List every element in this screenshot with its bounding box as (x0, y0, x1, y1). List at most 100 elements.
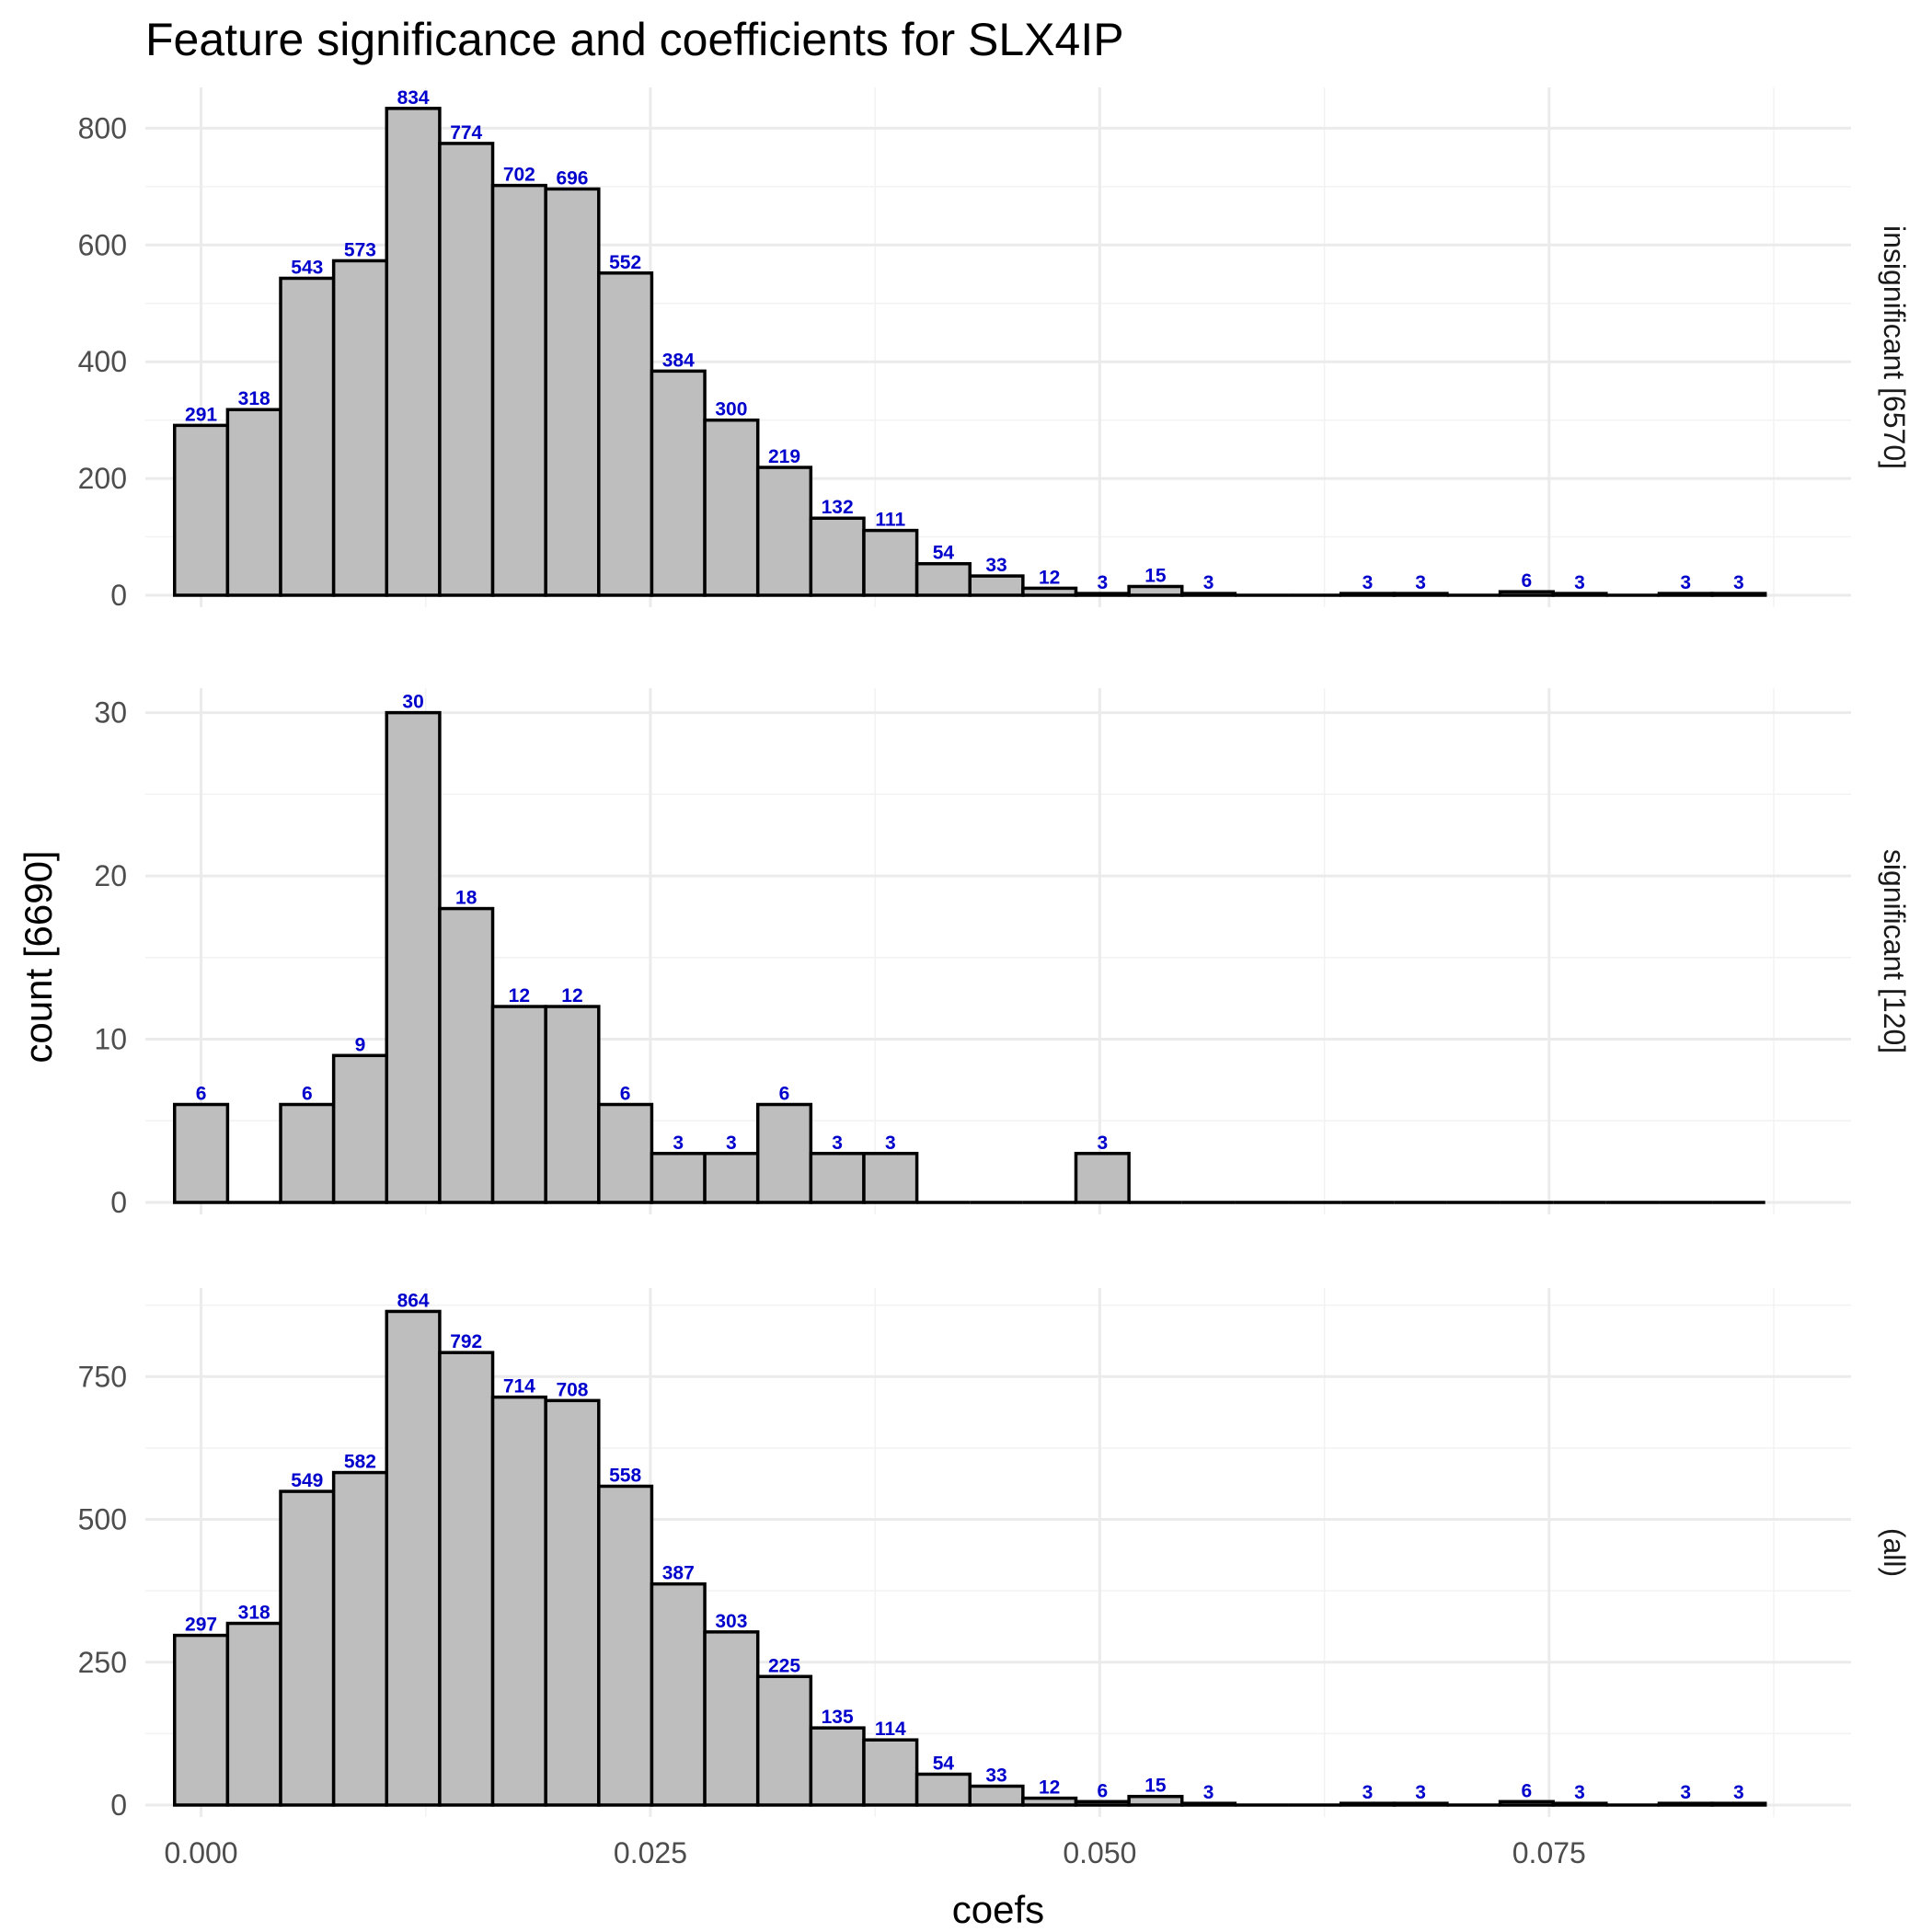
histogram-bar (438, 1351, 495, 1807)
y-tick-label: 600 (78, 228, 127, 261)
bar-count-label: 6 (1097, 1780, 1108, 1801)
x-tick-label: 0.000 (165, 1836, 238, 1869)
bar-count-label: 552 (609, 252, 641, 273)
bar-count-label: 3 (1363, 1782, 1374, 1803)
y-tick-label: 200 (78, 462, 127, 495)
histogram-bar (597, 1484, 654, 1807)
bar-count-label: 558 (609, 1465, 641, 1486)
bar-count-label: 387 (662, 1563, 695, 1584)
bar-count-label: 54 (933, 1753, 955, 1774)
histogram-bar (385, 1309, 442, 1807)
bar-count-label: 3 (1574, 1782, 1585, 1803)
bar-count-label: 12 (1039, 1777, 1060, 1799)
histogram-bar (968, 1784, 1025, 1807)
bar-count-label: 864 (397, 1290, 430, 1311)
histogram-bar (1074, 1152, 1131, 1204)
bar-count-label: 708 (556, 1379, 588, 1400)
histogram-bar (1551, 592, 1608, 597)
bar-count-label: 219 (768, 446, 800, 467)
histogram-bar (1021, 586, 1078, 597)
bar-count-label: 12 (561, 985, 582, 1006)
bar-count-label: 318 (238, 1603, 270, 1624)
facet-panel-2: 0 10 20 30 6 6 9 30 18 12 12 6 3 3 6 3 3 3 significant [12… (94, 688, 1911, 1219)
bar-count-label: 3 (1203, 1782, 1214, 1803)
bar-count-label: 582 (344, 1452, 376, 1473)
bar-count-label: 3 (1680, 572, 1691, 593)
histogram-bar (809, 1726, 866, 1807)
bar-count-label: 114 (875, 1719, 906, 1740)
histogram-bar (755, 466, 813, 597)
bar-count-label: 15 (1144, 1776, 1167, 1797)
histogram-bar (1339, 592, 1397, 597)
histogram-bar (1392, 1801, 1449, 1807)
y-tick-label: 0 (110, 1186, 127, 1219)
histogram-bar (914, 561, 972, 597)
x-tick-label: 0.075 (1512, 1836, 1586, 1869)
histogram-bar (544, 1398, 601, 1807)
y-axis-title: count [6690] (17, 850, 60, 1063)
histogram-bar (1710, 592, 1767, 597)
chart-title: Feature significance and coefficients fo… (145, 14, 1124, 65)
histogram-bar (703, 418, 760, 597)
histogram-bar (1657, 592, 1714, 597)
bar-count-label: 6 (1522, 1780, 1533, 1801)
y-tick-label: 500 (78, 1503, 127, 1536)
bar-count-label: 3 (1733, 572, 1744, 593)
histogram-bar (862, 1152, 919, 1204)
x-tick-label: 0.050 (1063, 1836, 1136, 1869)
histogram-bar (968, 574, 1025, 597)
bar-count-label: 3 (1363, 572, 1374, 593)
facet-panel-3: 0 250 500 750 297 318 549 582 864 792 714 708 558 387… (78, 1288, 1911, 1822)
histogram-bar (1339, 1801, 1397, 1807)
bar-count-label: 774 (450, 122, 482, 144)
histogram-bar (172, 1102, 230, 1204)
bar-count-label: 291 (185, 404, 217, 425)
histogram-bar (914, 1772, 972, 1807)
bar-count-label: 714 (503, 1376, 535, 1397)
bar-count-label: 33 (985, 555, 1006, 576)
bar-count-label: 111 (875, 510, 905, 531)
bar-count-label: 3 (1415, 1782, 1426, 1803)
bar-count-label: 3 (1203, 572, 1214, 593)
histogram-bar (1392, 592, 1449, 597)
histogram-bar (650, 1152, 707, 1204)
y-tick-label: 20 (94, 859, 127, 892)
histogram-bar (1021, 1796, 1078, 1807)
bar-count-label: 3 (1415, 572, 1426, 593)
histogram-bar (438, 906, 495, 1204)
histogram-bar (597, 271, 654, 597)
bar-count-label: 3 (726, 1133, 737, 1154)
bar-count-label: 3 (885, 1133, 896, 1154)
histogram-bar (1074, 1800, 1131, 1807)
bar-count-label: 6 (1522, 570, 1533, 592)
y-tick-label: 400 (78, 345, 127, 378)
histogram-bar (1074, 592, 1131, 597)
histogram-bar (650, 1581, 707, 1807)
histogram-bar (172, 1633, 230, 1807)
histogram-bar (1710, 1801, 1767, 1807)
histogram-bar (490, 1395, 547, 1807)
x-axis-ticks: 0.000 0.025 0.050 0.075 (165, 1836, 1586, 1869)
histogram-bar (225, 1621, 282, 1807)
bar-count-label: 792 (450, 1331, 482, 1352)
histogram-bar (279, 276, 336, 597)
histogram-bar (279, 1102, 336, 1204)
bar-count-label: 9 (355, 1034, 366, 1055)
bar-count-label: 54 (933, 543, 955, 564)
y-tick-label: 0 (110, 579, 127, 612)
histogram-bar (1127, 584, 1184, 597)
histogram-bar (597, 1102, 654, 1204)
facet-strip-label: (all) (1878, 1528, 1911, 1577)
histogram-bar (490, 1005, 547, 1204)
histogram-bar (331, 1053, 389, 1204)
histogram-bar (544, 1005, 601, 1204)
y-tick-label: 250 (78, 1646, 127, 1679)
bar-count-label: 543 (291, 257, 323, 278)
bar-count-label: 3 (1097, 1133, 1108, 1154)
histogram-bar (1127, 1794, 1184, 1807)
histogram-bar (1551, 1801, 1608, 1807)
